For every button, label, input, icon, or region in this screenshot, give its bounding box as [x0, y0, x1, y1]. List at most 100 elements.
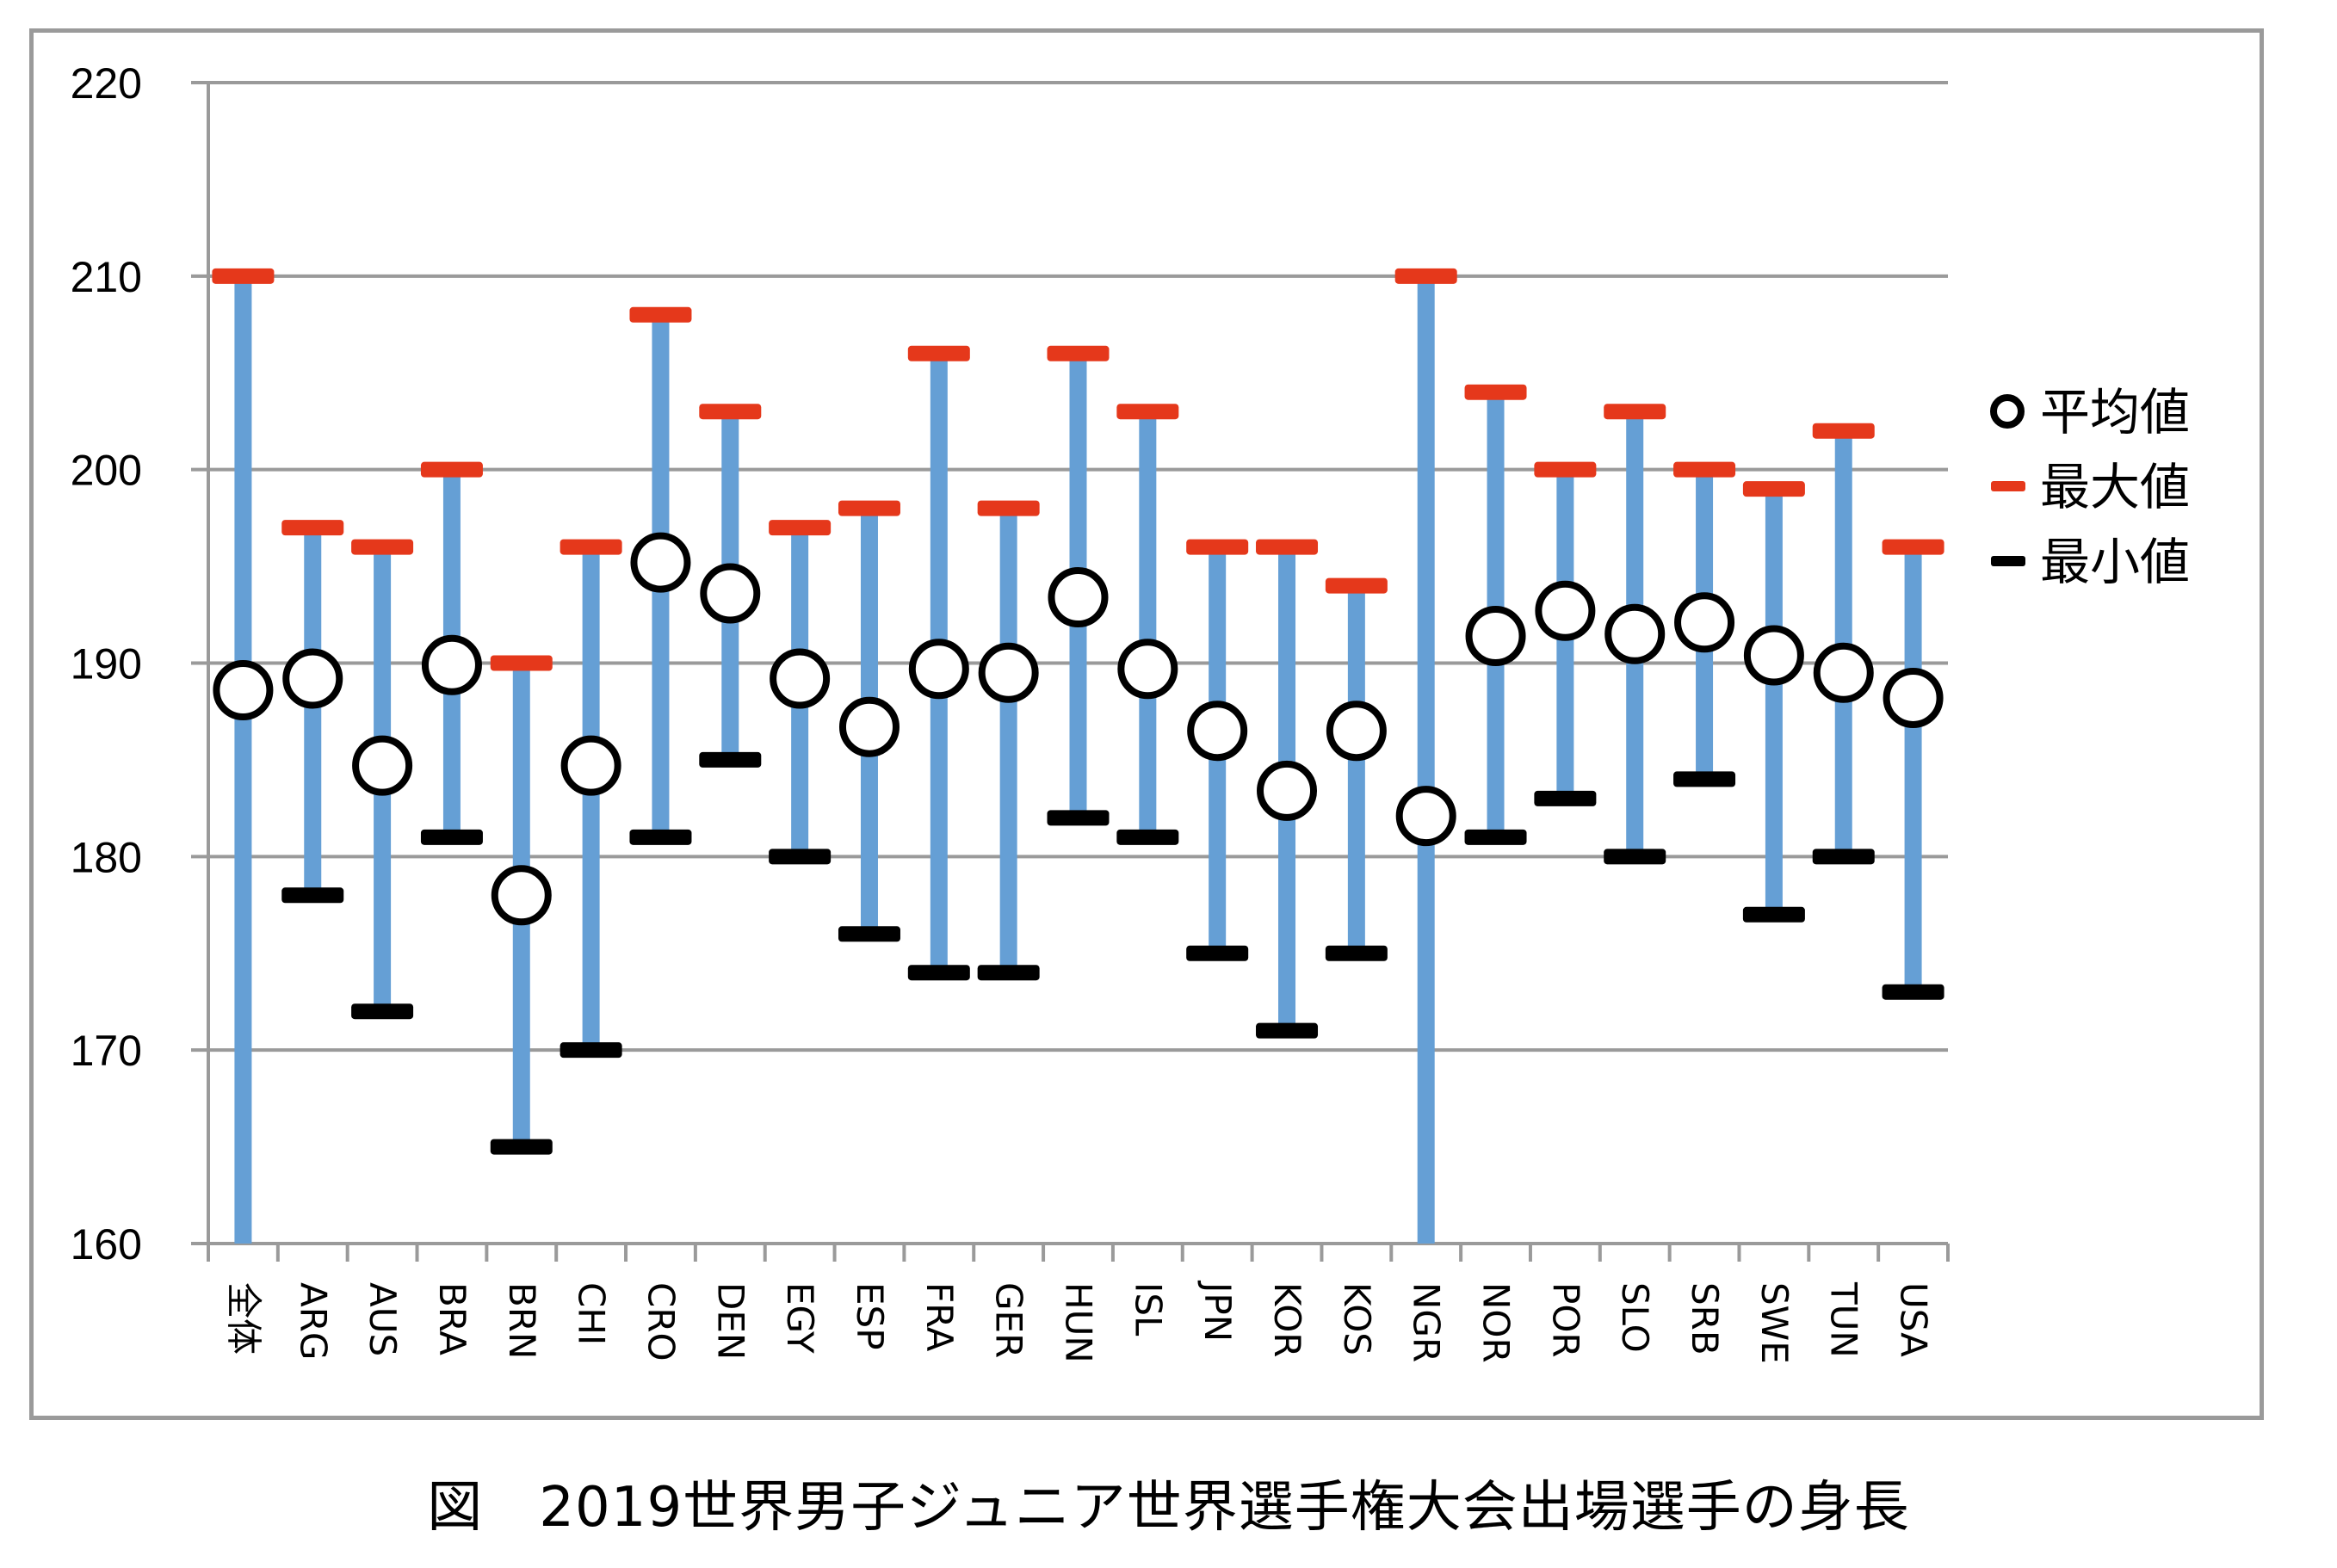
max-marker: [1464, 384, 1527, 400]
x-tick-label: KOS: [1336, 1282, 1378, 1355]
mean-marker: [491, 865, 552, 926]
max-marker: [1534, 461, 1597, 478]
mean-marker: [1535, 580, 1596, 641]
mean-marker: [1326, 701, 1387, 762]
min-marker: [1047, 810, 1110, 826]
x-tick-label: AUS: [362, 1282, 404, 1356]
mean-marker: [1257, 760, 1318, 821]
max-marker: [420, 461, 483, 478]
legend-item-mean: 平均値: [1990, 383, 2190, 441]
min-marker: [769, 849, 832, 865]
min-marker: [1325, 945, 1388, 961]
min-marker: [560, 1042, 622, 1059]
max-marker: [1394, 268, 1457, 284]
x-tick-label: TUN: [1823, 1281, 1865, 1358]
max-marker: [1186, 539, 1249, 555]
mean-marker: [1187, 701, 1248, 762]
chart-frame: [29, 28, 2264, 1420]
x-tick-label: BRN: [501, 1282, 543, 1359]
mean-marker: [630, 532, 691, 593]
x-tick-label: BRA: [431, 1282, 473, 1355]
y-tick-label: 170: [71, 1027, 142, 1075]
x-tick-label: HUN: [1058, 1282, 1100, 1363]
legend-label: 最大値: [2040, 458, 2190, 516]
red-dash-icon: [1991, 481, 2025, 491]
max-marker: [1256, 539, 1319, 555]
mean-marker: [908, 639, 969, 700]
circle-icon: [1990, 394, 2025, 429]
mean-marker: [838, 696, 900, 757]
min-marker: [1882, 984, 1944, 1000]
x-tick-label: ARG: [292, 1282, 334, 1360]
min-marker: [907, 965, 970, 981]
min-marker: [1464, 829, 1527, 845]
max-marker: [699, 404, 762, 420]
mean-marker: [421, 634, 482, 695]
x-tick-label: GER: [988, 1282, 1030, 1358]
x-tick-label: NOR: [1475, 1282, 1518, 1363]
min-markers: [281, 751, 1944, 1155]
mean-marker: [1465, 606, 1526, 667]
mean-marker: [560, 735, 621, 796]
x-tick-label: EGY: [779, 1282, 821, 1354]
min-marker: [699, 751, 762, 768]
x-tick-labels: 全体 ARG AUS BRA BRN CHI CRO DEN EGY ESP FRA GER HUN IS…: [222, 1280, 1934, 1364]
min-marker: [1812, 849, 1875, 865]
x-tick-label: SWE: [1753, 1282, 1796, 1364]
x-tick-label: USA: [1893, 1282, 1935, 1357]
x-tick-label: SLO: [1614, 1282, 1656, 1353]
max-marker: [769, 520, 832, 536]
max-marker: [1325, 577, 1388, 594]
range-lines: [234, 275, 1922, 1244]
mean-marker: [352, 735, 413, 796]
x-tick-label: NGR: [1406, 1282, 1448, 1362]
y-tick-label: 180: [71, 833, 142, 881]
max-marker: [907, 345, 970, 361]
mean-marker: [1048, 567, 1109, 628]
range-chart: 160 170 180 190 200 210 220 全体 ARG AUS BRA BRN CHI C…: [71, 59, 2190, 1364]
min-marker: [351, 1003, 414, 1020]
max-marker: [1742, 481, 1805, 497]
x-tick-label: ISL: [1127, 1282, 1169, 1337]
black-dash-icon: [1991, 556, 2025, 566]
x-tick-label: ESP: [849, 1282, 891, 1350]
mean-marker: [213, 659, 274, 720]
max-markers: [212, 268, 1944, 671]
mean-marker: [282, 648, 343, 709]
y-tick-label: 200: [71, 447, 142, 495]
max-marker: [1812, 423, 1875, 439]
max-marker: [490, 655, 553, 671]
max-marker: [838, 500, 900, 516]
x-tick-label: DEN: [709, 1282, 751, 1360]
mean-marker: [1117, 639, 1178, 700]
legend-item-max: 最大値: [1991, 458, 2190, 516]
max-marker: [560, 539, 622, 555]
legend-label: 平均値: [2040, 383, 2190, 441]
min-marker: [1673, 771, 1736, 787]
y-tick-label: 220: [71, 59, 142, 108]
max-marker: [629, 306, 692, 323]
y-tick-label: 160: [71, 1220, 142, 1269]
min-marker: [490, 1139, 553, 1155]
mean-marker: [1813, 642, 1874, 703]
max-marker: [351, 539, 414, 555]
x-tick-label: POR: [1544, 1282, 1586, 1358]
min-marker: [1116, 829, 1179, 845]
x-tick-label: FRA: [918, 1282, 961, 1352]
legend-item-min: 最小値: [1991, 533, 2190, 591]
max-marker: [1673, 461, 1736, 478]
legend: 平均値 最大値 最小値: [1990, 383, 2190, 591]
min-marker: [977, 965, 1040, 981]
min-marker: [420, 829, 483, 845]
max-marker: [212, 268, 275, 284]
x-tick-label: CRO: [640, 1282, 682, 1361]
mean-marker: [700, 563, 761, 624]
x-tick-label: JPN: [1196, 1280, 1239, 1342]
max-marker: [1604, 404, 1666, 420]
mean-marker: [1883, 667, 1944, 728]
y-tick-label: 190: [71, 640, 142, 688]
x-tick-label: CHI: [571, 1282, 613, 1345]
x-tick-label: 全体: [222, 1282, 264, 1355]
mean-marker: [1604, 603, 1666, 664]
y-tick-label: 210: [71, 253, 142, 301]
